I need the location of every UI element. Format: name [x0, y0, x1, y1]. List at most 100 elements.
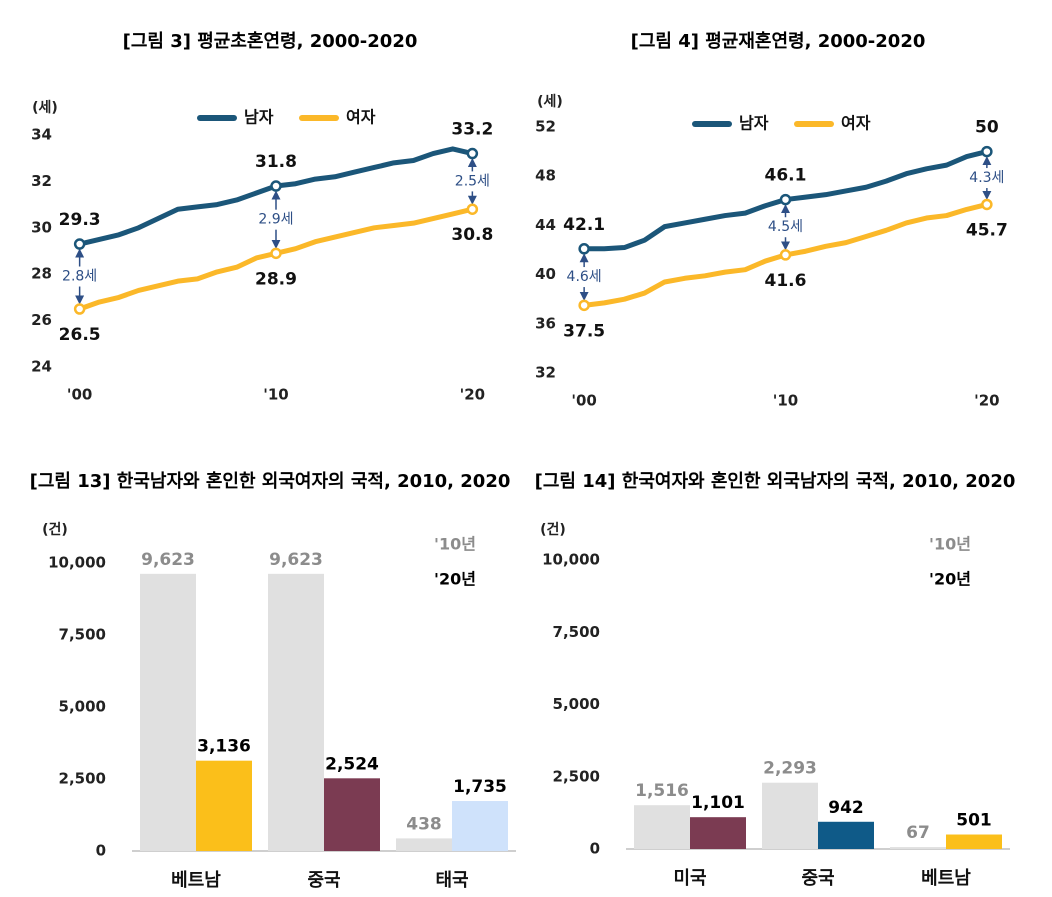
annotation-bg [452, 172, 493, 191]
data-label: 9,623 [269, 550, 323, 570]
x-tick-label: 미국 [673, 868, 706, 889]
y-tick-label: 30 [31, 218, 52, 236]
data-label: 37.5 [563, 321, 605, 341]
annotation: 2.9세 [258, 212, 293, 228]
legend-label: '10년 [929, 535, 971, 554]
bar [818, 821, 874, 849]
y-tick-label: 32 [31, 172, 52, 190]
annotation: 4.5세 [768, 219, 803, 235]
point-marker [73, 238, 86, 250]
data-label: 29.3 [59, 210, 101, 230]
chart-title: [그림 4] 평균재혼연령, 2000-2020 [631, 30, 926, 52]
data-label: 1,735 [453, 777, 507, 797]
data-label: 942 [828, 798, 864, 818]
x-tick-label: '10 [773, 392, 798, 410]
point-marker [270, 180, 282, 192]
point-marker [779, 249, 792, 261]
x-tick-label: 베트남 [171, 870, 221, 891]
bar [140, 573, 196, 851]
y-unit: (건) [42, 521, 68, 538]
annotation-bg [765, 218, 806, 237]
annotation: 2.5세 [455, 173, 490, 189]
y-tick-label: 28 [31, 265, 52, 283]
data-label: 31.8 [255, 152, 297, 172]
y-tick-label: 10,000 [542, 551, 600, 569]
legend-label: 남자 [244, 108, 274, 127]
data-label: 42.1 [563, 215, 605, 235]
data-label: 501 [956, 811, 992, 831]
data-label: 2,524 [325, 754, 379, 774]
point-marker [981, 198, 993, 211]
legend-label: 여자 [346, 108, 376, 127]
chart-title: [그림 3] 평균초혼연령, 2000-2020 [123, 30, 418, 52]
data-label: 28.9 [255, 269, 297, 289]
data-label: 33.2 [451, 120, 493, 140]
data-label: 9,623 [141, 550, 195, 570]
bar [946, 834, 1002, 849]
data-label: 438 [406, 814, 442, 834]
x-tick-label: '00 [67, 386, 92, 404]
x-tick-label: '20 [974, 392, 999, 410]
bar [634, 805, 690, 849]
data-label: 45.7 [966, 220, 1008, 240]
y-tick-label: 0 [96, 842, 106, 860]
annotation-bg [564, 268, 605, 287]
y-tick-label: 24 [31, 358, 52, 376]
data-label: 26.5 [59, 325, 101, 345]
chart-title: [그림 13] 한국남자와 혼인한 외국여자의 국적, 2010, 2020 [30, 470, 511, 492]
x-tick-label: '00 [571, 392, 596, 410]
y-tick-label: 5,000 [59, 698, 106, 716]
bar [324, 778, 380, 851]
y-tick-label: 32 [535, 364, 556, 382]
point-marker [73, 303, 86, 315]
y-tick-label: 34 [31, 126, 52, 144]
y-tick-label: 10,000 [48, 554, 106, 572]
data-label: 46.1 [765, 166, 807, 186]
x-tick-label: 중국 [801, 868, 834, 889]
data-label: 67 [906, 823, 930, 843]
data-label: 30.8 [451, 225, 493, 245]
x-tick-label: 중국 [307, 870, 340, 891]
bar [452, 801, 508, 851]
y-tick-label: 52 [535, 118, 556, 136]
annotation: 4.3세 [969, 170, 1004, 186]
y-tick-label: 5,000 [553, 695, 600, 713]
annotation-bg [59, 267, 100, 286]
y-unit: (건) [540, 521, 566, 538]
data-label: 2,293 [763, 759, 817, 779]
point-marker [466, 147, 479, 160]
bar [396, 838, 452, 851]
point-marker [270, 247, 282, 260]
legend-label: '20년 [929, 570, 971, 589]
annotation-bg [256, 210, 296, 229]
bar [890, 847, 946, 849]
legend-label: 여자 [841, 114, 871, 133]
y-tick-label: 48 [535, 167, 556, 185]
point-marker [578, 299, 590, 312]
y-tick-label: 36 [535, 314, 556, 332]
y-tick-label: 40 [535, 265, 556, 283]
data-label: 1,516 [635, 781, 689, 801]
point-marker [981, 145, 993, 158]
point-marker [466, 203, 479, 215]
x-tick-label: 베트남 [921, 868, 971, 889]
y-unit: (세) [537, 94, 563, 110]
legend-label: '20년 [434, 570, 476, 589]
y-unit: (세) [32, 100, 58, 116]
data-label: 50 [975, 118, 999, 138]
bar [268, 573, 324, 851]
data-label: 41.6 [765, 271, 807, 291]
y-tick-label: 44 [535, 216, 556, 234]
y-tick-label: 26 [31, 311, 52, 329]
y-tick-label: 7,500 [553, 623, 600, 641]
bar [762, 782, 818, 849]
y-tick-label: 2,500 [553, 767, 600, 785]
data-label: 3,136 [197, 737, 251, 757]
annotation: 4.6세 [567, 269, 602, 285]
y-tick-label: 2,500 [59, 770, 106, 788]
bar [690, 817, 746, 849]
chart-title: [그림 14] 한국여자와 혼인한 외국남자의 국적, 2010, 2020 [535, 470, 1016, 492]
x-tick-label: 태국 [435, 870, 468, 891]
data-label: 1,101 [691, 793, 745, 813]
